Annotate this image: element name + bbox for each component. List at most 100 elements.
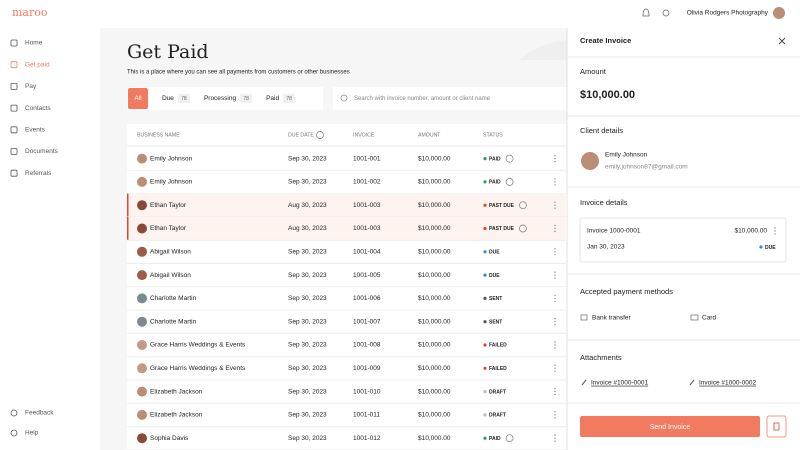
attachment[interactable]: Invoice #1000-0001 xyxy=(591,380,648,387)
kebab-dot[interactable] xyxy=(554,251,556,253)
nav-item[interactable]: Get paid xyxy=(25,61,50,68)
kebab-dot[interactable] xyxy=(554,157,556,160)
payment-method[interactable]: Card xyxy=(702,315,716,322)
user-avatar[interactable] xyxy=(773,7,785,19)
due-date: Sep 30, 2023 xyxy=(288,388,327,395)
kebab[interactable] xyxy=(774,227,776,235)
send-button-label[interactable]: Send Invoice xyxy=(650,424,691,431)
nav-icon xyxy=(10,39,18,47)
kebab-dot[interactable] xyxy=(554,300,556,303)
kebab-dot[interactable] xyxy=(554,344,556,346)
business-name[interactable]: Elizabeth Jackson xyxy=(150,412,203,419)
business-name[interactable]: Charlotte Martin xyxy=(150,318,197,325)
nav-item[interactable]: Help xyxy=(25,430,39,437)
kebab-dot[interactable] xyxy=(554,248,556,250)
kebab-dot[interactable] xyxy=(554,181,556,183)
nav-item[interactable]: Referrals xyxy=(25,170,52,177)
business-name[interactable]: Emily Johnson xyxy=(150,155,193,162)
kebab-dot[interactable] xyxy=(554,160,556,163)
kebab-dot[interactable] xyxy=(554,297,556,300)
business-name[interactable]: Charlotte Martin xyxy=(150,295,197,302)
business-name[interactable]: Sophia Davis xyxy=(150,435,189,442)
kebab-dot[interactable] xyxy=(554,274,556,276)
kebab-dot[interactable] xyxy=(554,207,556,209)
kebab-dot[interactable] xyxy=(554,411,556,413)
nav-item[interactable]: Home xyxy=(25,40,43,47)
business-name[interactable]: Abigail Wilson xyxy=(150,272,191,279)
invoice-card[interactable] xyxy=(579,217,787,263)
kebab-dot[interactable] xyxy=(554,224,556,227)
bell-icon[interactable] xyxy=(642,8,650,17)
kebab-dot[interactable] xyxy=(554,390,556,393)
user-name[interactable]: Olivia Rodgers Photography xyxy=(687,10,769,17)
kebab-dot[interactable] xyxy=(554,364,556,366)
kebab-dot[interactable] xyxy=(554,294,556,297)
kebab-dot[interactable] xyxy=(554,321,556,323)
kebab-dot[interactable] xyxy=(554,277,556,279)
amount: $10,000.00 xyxy=(418,295,451,302)
client-name[interactable]: Emily Johnson xyxy=(605,152,648,159)
due-date: Sep 30, 2023 xyxy=(288,412,327,419)
kebab-dot[interactable] xyxy=(554,204,556,206)
kebab-dot[interactable] xyxy=(554,437,556,439)
info-icon[interactable] xyxy=(505,178,514,186)
kebab-dot[interactable] xyxy=(554,201,556,203)
kebab-dot[interactable] xyxy=(554,254,556,256)
due-date: Sep 30, 2023 xyxy=(288,155,327,162)
kebab-dot[interactable] xyxy=(554,393,556,396)
kebab-dot[interactable] xyxy=(554,341,556,343)
send-button[interactable] xyxy=(580,416,760,437)
tab-label[interactable]: Due xyxy=(162,95,174,102)
sort-icon[interactable] xyxy=(316,131,324,139)
info-icon[interactable] xyxy=(505,434,514,443)
logo[interactable]: maroo xyxy=(12,6,48,19)
nav-item[interactable]: Documents xyxy=(25,148,59,155)
status: PAID xyxy=(489,436,501,442)
tab-active[interactable] xyxy=(128,88,148,109)
business-name[interactable]: Ethan Taylor xyxy=(150,225,187,232)
search-box[interactable] xyxy=(333,87,573,110)
kebab-dot[interactable] xyxy=(554,434,556,436)
kebab-dot[interactable] xyxy=(554,184,556,186)
kebab-dot[interactable] xyxy=(554,417,556,419)
tab-label[interactable]: Processing xyxy=(204,95,237,102)
payment-method[interactable]: Bank transfer xyxy=(592,315,631,322)
kebab-dot[interactable] xyxy=(554,178,556,180)
settings-icon[interactable] xyxy=(662,9,670,17)
kebab-dot[interactable] xyxy=(554,271,556,273)
business-name[interactable]: Grace Harris Weddings & Events xyxy=(150,342,246,349)
business-name[interactable]: Grace Harris Weddings & Events xyxy=(150,365,246,372)
nav-item[interactable]: Events xyxy=(25,127,46,134)
info-icon[interactable] xyxy=(505,154,514,163)
kebab-dot[interactable] xyxy=(554,440,556,442)
kebab-dot[interactable] xyxy=(554,370,556,372)
kebab-dot[interactable] xyxy=(554,318,556,320)
tab-label[interactable]: Paid xyxy=(266,95,279,102)
info-icon[interactable] xyxy=(519,224,527,233)
delete-button[interactable] xyxy=(766,415,787,438)
kebab-dot[interactable] xyxy=(554,227,556,230)
avatar xyxy=(137,246,147,257)
info-icon[interactable] xyxy=(519,201,527,210)
attachment[interactable]: Invoice #1000-0002 xyxy=(699,380,756,387)
business-name[interactable]: Emily Johnson xyxy=(150,179,193,186)
nav-item[interactable]: Feedback xyxy=(25,410,54,417)
business-name[interactable]: Abigail Wilson xyxy=(150,249,191,256)
nav-item[interactable]: Pay xyxy=(25,83,37,90)
kebab-dot[interactable] xyxy=(554,324,556,326)
nav-item[interactable]: Contacts xyxy=(25,105,51,112)
kebab-dot[interactable] xyxy=(554,154,556,157)
client-email: emily.johnson87@gmail.com xyxy=(605,164,688,171)
kebab-dot[interactable] xyxy=(554,367,556,369)
close-icon[interactable] xyxy=(778,37,786,45)
kebab-dot[interactable] xyxy=(554,347,556,349)
kebab-dot[interactable] xyxy=(554,387,556,390)
search-placeholder[interactable]: Search with invoice number, amount or cl… xyxy=(354,96,491,102)
kebab-dot[interactable] xyxy=(554,414,556,416)
amount[interactable]: $10,000.00 xyxy=(580,89,635,101)
kebab-dot[interactable] xyxy=(554,230,556,233)
invoice-number: 1001-010 xyxy=(353,388,381,395)
business-name[interactable]: Elizabeth Jackson xyxy=(150,388,203,395)
business-name[interactable]: Ethan Taylor xyxy=(150,202,187,209)
tab-label[interactable]: All xyxy=(134,95,142,102)
